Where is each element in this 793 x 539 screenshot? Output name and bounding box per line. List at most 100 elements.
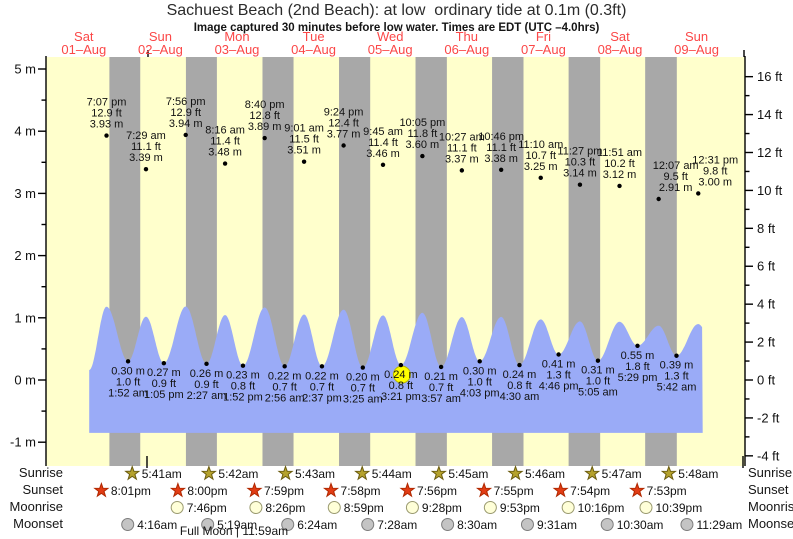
moonset-time: 10:30am [617,518,664,532]
moonrise-icon [405,501,419,514]
moonrise-icon [483,501,497,514]
tide-annotation-text: 4:46 pm [539,380,579,392]
tide-annotation-text: 8:16 am [205,125,245,137]
low-tide-annotation: 0.31 m1.0 ft5:05 am [578,358,618,399]
tide-annotation-text: 8:40 pm [245,99,285,111]
tide-annotation-text: 3.60 m [406,139,440,151]
sunset-icon [169,481,187,498]
tide-annotation-text: 0.8 ft [231,381,255,393]
tide-annotation-text: 9.8 ft [703,165,727,177]
y-axis-right-label: 12 ft [757,145,783,160]
tide-annotation-text: 3.39 m [129,152,163,164]
day-name-label: Sun [685,29,708,44]
moonset-marker: 5:19am [201,518,257,532]
sunrise-icon [430,464,447,481]
tide-annotation-text: 0.41 m [542,358,576,370]
sunrise-icon [200,464,217,481]
chart-subtitle: Image captured 30 minutes before low wat… [193,22,600,34]
day-date-label: 07–Aug [521,42,566,57]
tide-annotation-text: 12.4 ft [328,118,359,130]
low-tide-annotation: 0.21 m0.7 ft3:57 am [421,364,461,405]
moonrise-time: 8:59pm [344,501,384,515]
tide-extreme-dot [577,182,583,187]
axes [38,50,753,468]
day-labels: Sat01–AugSun02–AugMon03–AugTue04–AugWed0… [61,29,719,57]
tide-extreme-dot [262,135,267,141]
moonrise-marker: 7:46pm [170,501,227,515]
tide-annotation-text: 10:05 pm [399,117,445,129]
sunrise-marker: 5:44am [354,464,412,481]
y-axis-left-label: 3 m [14,186,36,201]
tide-annotation-text: 4:03 pm [460,387,500,399]
sunset-marker: 7:59pm [246,481,304,498]
moonrise-time: 7:46pm [187,501,227,515]
day-name-label: Thu [456,29,478,44]
tide-annotation-text: 9.5 ft [663,171,687,183]
tide-extreme-dot [674,353,679,358]
tide-annotation-text: 3.51 m [287,145,321,157]
sunrise-time: 5:44am [372,467,412,481]
tide-extreme-dot [538,175,543,181]
moonset-time: 6:24am [297,518,337,532]
tide-annotation-text: 0.9 ft [194,379,218,391]
tide-annotation-text: 3.38 m [484,153,518,165]
tide-annotation-text: 3:57 am [421,393,461,405]
tide-annotation-text: 0.27 m [147,367,181,379]
moonset-icon [361,518,375,531]
tide-annotation-text: 0.26 m [190,368,224,380]
tide-annotation-text: 0.39 m [660,360,694,372]
tide-annotation-text: 0.24 m [503,369,537,381]
sunset-marker: 7:53pm [629,481,687,498]
tide-extreme-dot [104,133,109,138]
sunrise-row-label-right: Sunrise [748,465,793,480]
sunset-row-label-right: Sunset [748,482,789,497]
tide-annotation-text: 3:25 am [343,394,383,406]
sunset-time: 7:58pm [341,484,381,498]
tide-extreme-dot [222,161,228,166]
y-axis-left-label: 2 m [14,248,36,263]
day-date-label: 08–Aug [598,42,643,57]
sunrise-time: 5:41am [142,467,182,481]
low-tide-annotation: 0.24 m0.8 ft3:21 pm [381,362,421,403]
tide-annotation-text: 0.24 m [384,369,418,381]
tide-annotation-text: 11.1 ft [447,142,477,154]
tide-annotation-text: 5:42 am [657,382,697,394]
y-axis-left-label: 4 m [14,124,36,139]
low-tide-annotation: 0.55 m1.8 ft5:29 pm [618,343,657,384]
tide-extreme-dot [161,361,167,366]
tide-annotation-text: 1.3 ft [546,369,570,381]
tide-extreme-dot [341,143,346,148]
day-date-label: 09–Aug [674,42,719,57]
y-axis-right-label: 10 ft [757,183,783,198]
tide-annotation-text: 0.9 ft [152,378,176,390]
day-name-label: Tue [303,29,325,44]
moonset-icon [680,518,694,531]
tide-annotation-text: 2.91 m [659,182,693,194]
tide-extreme-dot [125,359,131,364]
y-axis-right-label: 14 ft [757,107,783,122]
tide-extreme-dot [360,365,366,370]
moonset-time: 7:28am [377,518,417,532]
sunset-marker: 8:01pm [93,481,151,498]
tide-annotation-text: 0.23 m [226,370,260,382]
tide-extreme-dot [282,364,287,369]
sunrise-row-label-left: Sunrise [18,465,63,480]
moonrise-icon [561,501,575,514]
tide-annotation-text: 2:56 am [265,392,305,404]
tide-annotation-text: 12.9 ft [170,107,201,119]
tide-annotation-text: 11.5 ft [289,134,319,146]
tide-annotation-text: 12:07 am [653,160,699,172]
day-name-label: Sun [149,29,172,44]
tide-annotation-text: 3.25 m [524,161,558,173]
tide-annotation-text: 0.8 ft [507,380,531,392]
moonset-icon [281,518,295,531]
sunrise-icon [507,464,524,481]
